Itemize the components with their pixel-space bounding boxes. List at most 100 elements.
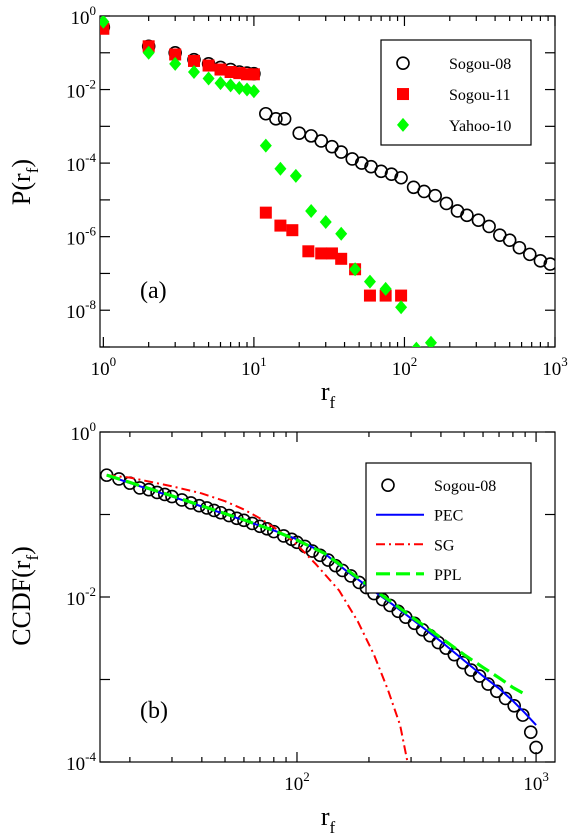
- data-point: [512, 240, 527, 255]
- legend-marker: [381, 478, 395, 492]
- legend-marker: [397, 88, 409, 101]
- data-point: [169, 56, 182, 71]
- data-point: [395, 300, 408, 315]
- data-point: [292, 126, 307, 141]
- legend-item: Sogou-08: [381, 478, 496, 495]
- data-layer: [100, 16, 555, 347]
- data-point: [259, 138, 272, 153]
- data-point: [184, 496, 198, 510]
- data-point: [325, 247, 338, 260]
- legend-item: Sogou-08: [396, 56, 511, 73]
- data-point: [363, 274, 376, 289]
- data-point: [502, 233, 517, 248]
- data-point: [277, 112, 292, 126]
- legend-item: Yahoo-10: [397, 117, 511, 135]
- data-point: [543, 257, 555, 271]
- data-point: [523, 725, 538, 739]
- data-point: [187, 54, 200, 67]
- data-point: [471, 213, 486, 228]
- data-point: [222, 508, 236, 523]
- panel-label: (a): [140, 278, 167, 304]
- y-axis-title-group: P(rf): [7, 159, 42, 205]
- data-point: [142, 45, 155, 60]
- data-point: [428, 188, 442, 203]
- y-tick-label: 10-2: [66, 77, 96, 103]
- legend-item: PPL: [376, 567, 462, 584]
- data-point: [100, 22, 110, 35]
- data-point: [202, 71, 215, 86]
- data-point: [274, 161, 287, 176]
- series-ppl: [106, 473, 526, 696]
- data-point: [214, 76, 227, 91]
- x-axis-title: rf: [321, 377, 336, 412]
- data-point: [150, 485, 164, 500]
- data-point: [319, 215, 332, 230]
- data-point: [439, 196, 454, 211]
- data-point: [354, 156, 369, 170]
- legend-label: Sogou-08: [434, 478, 496, 495]
- legend-label: SG: [434, 537, 455, 554]
- data-point: [100, 16, 110, 29]
- x-tick-label: 100: [91, 354, 117, 380]
- series-yahoo-10: [100, 16, 437, 347]
- y-axis-title: CCDF(rf): [7, 546, 42, 646]
- legend-label: PEC: [434, 508, 463, 525]
- data-point: [515, 708, 530, 722]
- y-tick-label: 10-4: [66, 150, 96, 176]
- data-point: [214, 63, 227, 76]
- y-tick-label: 10-2: [66, 584, 96, 610]
- data-point: [237, 513, 251, 528]
- data-point: [522, 247, 537, 262]
- data-point: [363, 289, 376, 302]
- data-point: [165, 489, 179, 504]
- data-point: [460, 208, 474, 223]
- y-axis-title: P(rf): [7, 159, 42, 205]
- legend-label: PPL: [434, 567, 462, 584]
- data-point: [245, 516, 260, 531]
- data-point: [289, 168, 302, 183]
- data-point: [247, 68, 260, 81]
- data-point: [379, 281, 392, 296]
- data-point: [417, 184, 431, 199]
- data-point: [315, 247, 328, 260]
- legend-item: Sogou-11: [397, 87, 511, 104]
- data-point: [335, 226, 348, 241]
- data-point: [224, 78, 237, 93]
- data-point: [533, 254, 548, 268]
- y-tick-label: 10-8: [66, 297, 96, 323]
- y-tick-label: 100: [71, 3, 97, 29]
- legend-label: Sogou-11: [449, 87, 511, 104]
- panel-a: 100 101 102 103 100 10-2 10-4 10-6 10-8 rf P(rf) (a…: [7, 3, 568, 412]
- data-point: [335, 252, 348, 265]
- data-point: [247, 84, 260, 99]
- data-point: [507, 698, 521, 713]
- data-point: [286, 224, 299, 237]
- data-point: [269, 112, 283, 126]
- plot-frame: [99, 15, 556, 348]
- x-tick-label: 103: [542, 354, 568, 380]
- panel-label: (b): [140, 698, 168, 724]
- data-point: [169, 48, 182, 61]
- legend-item: SG: [376, 537, 455, 554]
- legend: Sogou-08 PEC SG PPL: [365, 462, 532, 594]
- legend: Sogou-08 Sogou-11 Yahoo-10: [380, 39, 532, 146]
- data-point: [384, 167, 399, 181]
- data-point: [207, 503, 221, 518]
- x-tick-label: 102: [284, 769, 310, 795]
- x-tick-label: 101: [241, 354, 267, 380]
- legend-item: PEC: [376, 508, 463, 525]
- data-point: [411, 341, 421, 347]
- data-point: [325, 139, 339, 154]
- x-tick-label: 102: [392, 354, 418, 380]
- data-point: [482, 219, 496, 234]
- data-point: [395, 289, 408, 302]
- data-point: [424, 335, 437, 347]
- data-point: [260, 522, 274, 536]
- data-point: [334, 145, 348, 159]
- data-point: [529, 740, 543, 755]
- data-point: [394, 170, 408, 185]
- legend-label: Yahoo-10: [449, 118, 511, 135]
- data-point: [349, 262, 362, 277]
- y-axis-title-group: CCDF(rf): [7, 546, 42, 646]
